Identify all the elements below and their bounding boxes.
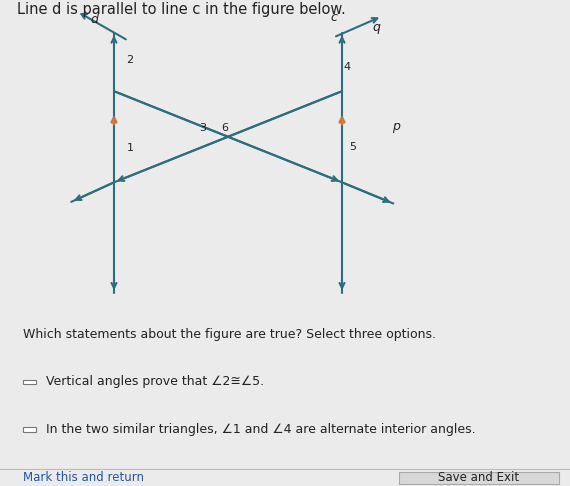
- Text: 5: 5: [349, 142, 356, 152]
- Text: p: p: [392, 121, 400, 134]
- Text: 6: 6: [222, 122, 229, 133]
- Text: Which statements about the figure are true? Select three options.: Which statements about the figure are tr…: [23, 328, 436, 341]
- Text: In the two similar triangles, ∠1 and ∠4 are alternate interior angles.: In the two similar triangles, ∠1 and ∠4 …: [46, 423, 475, 436]
- Text: d: d: [90, 13, 98, 26]
- Text: 3: 3: [199, 122, 206, 133]
- Text: Save and Exit: Save and Exit: [438, 471, 519, 485]
- Text: Mark this and return: Mark this and return: [23, 471, 144, 484]
- FancyBboxPatch shape: [23, 427, 36, 432]
- Text: Line d is parallel to line c in the figure below.: Line d is parallel to line c in the figu…: [17, 1, 346, 17]
- Text: 2: 2: [127, 55, 133, 65]
- FancyBboxPatch shape: [399, 471, 559, 484]
- Text: Vertical angles prove that ∠2≅∠5.: Vertical angles prove that ∠2≅∠5.: [46, 375, 264, 388]
- Text: 1: 1: [127, 143, 133, 153]
- Text: c: c: [330, 11, 337, 24]
- Text: 4: 4: [343, 62, 350, 72]
- FancyBboxPatch shape: [23, 380, 36, 384]
- Text: q: q: [372, 21, 380, 34]
